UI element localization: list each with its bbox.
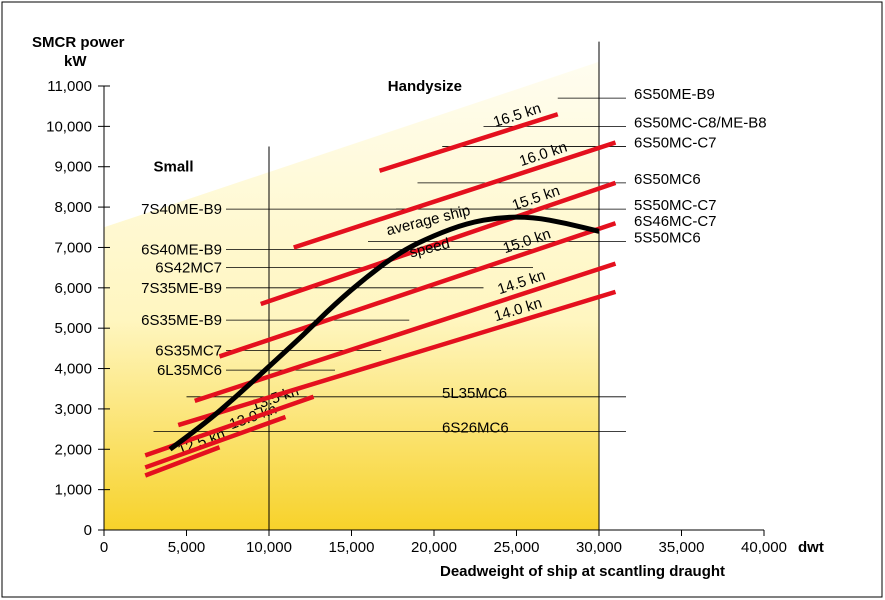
engine-label: 6S50MC-C7: [634, 135, 717, 152]
engine-label: 7S35ME-B9: [141, 280, 222, 297]
y-axis-title-line1: SMCR power: [32, 34, 125, 51]
region-label: Small: [154, 159, 194, 176]
y-tick-label: 0: [84, 522, 92, 539]
engine-label: 6S42MC7: [155, 260, 222, 277]
y-tick-label: 10,000: [46, 118, 92, 135]
engine-label: 5L35MC6: [442, 385, 507, 402]
y-axis-title-line2: kW: [64, 53, 87, 70]
engine-label: 6S35ME-B9: [141, 312, 222, 329]
y-tick-label: 6,000: [54, 280, 92, 297]
engine-label: 6S46MC-C7: [634, 213, 717, 230]
x-tick-label: 20,000: [411, 539, 457, 556]
y-tick-label: 1,000: [54, 482, 92, 499]
x-tick-label: 35,000: [659, 539, 705, 556]
x-axis-title: Deadweight of ship at scantling draught: [440, 563, 725, 580]
region-label: Handysize: [388, 78, 462, 95]
x-tick-label: 25,000: [494, 539, 540, 556]
speed-line: [144, 414, 287, 470]
average-speed-curve: [168, 214, 600, 452]
engine-label: 6S26MC6: [442, 420, 509, 437]
x-tick-label: 30,000: [576, 539, 622, 556]
y-tick-label: 11,000: [47, 78, 92, 95]
speed-line: [177, 289, 617, 428]
y-tick-label: 9,000: [54, 159, 92, 176]
x-tick-label: 15,000: [329, 539, 375, 556]
engine-label: 6S40ME-B9: [141, 241, 222, 258]
y-tick-label: 7,000: [54, 239, 92, 256]
speed-line: [194, 261, 617, 403]
engine-label: 6S50MC-C8/ME-B8: [634, 114, 767, 131]
x-tick-label: 40,000: [741, 539, 787, 556]
engine-label: 5S50MC6: [634, 229, 701, 246]
y-tick-label: 3,000: [54, 401, 92, 418]
x-tick-label: 5,000: [168, 539, 206, 556]
y-tick-label: 2,000: [54, 441, 92, 458]
engine-label: 6S35MC7: [155, 342, 222, 359]
engine-label: 5S50MC-C7: [634, 197, 717, 214]
speed-line: [293, 140, 617, 250]
shaded-background-region: [104, 61, 599, 530]
engine-label: 6L35MC6: [157, 362, 222, 379]
speed-line: [218, 221, 617, 359]
x-axis-unit: dwt: [798, 539, 824, 556]
y-tick-label: 8,000: [54, 199, 92, 216]
speed-line: [260, 180, 617, 307]
speed-line: [144, 445, 221, 478]
engine-label: 6S50MC6: [634, 171, 701, 188]
engine-label: 7S40ME-B9: [141, 201, 222, 218]
engine-label: 6S50ME-B9: [634, 86, 715, 103]
speed-line: [378, 112, 559, 173]
x-tick-label: 0: [100, 539, 108, 556]
y-tick-label: 4,000: [54, 361, 92, 378]
x-tick-label: 10,000: [246, 539, 292, 556]
y-tick-label: 5,000: [54, 320, 92, 337]
